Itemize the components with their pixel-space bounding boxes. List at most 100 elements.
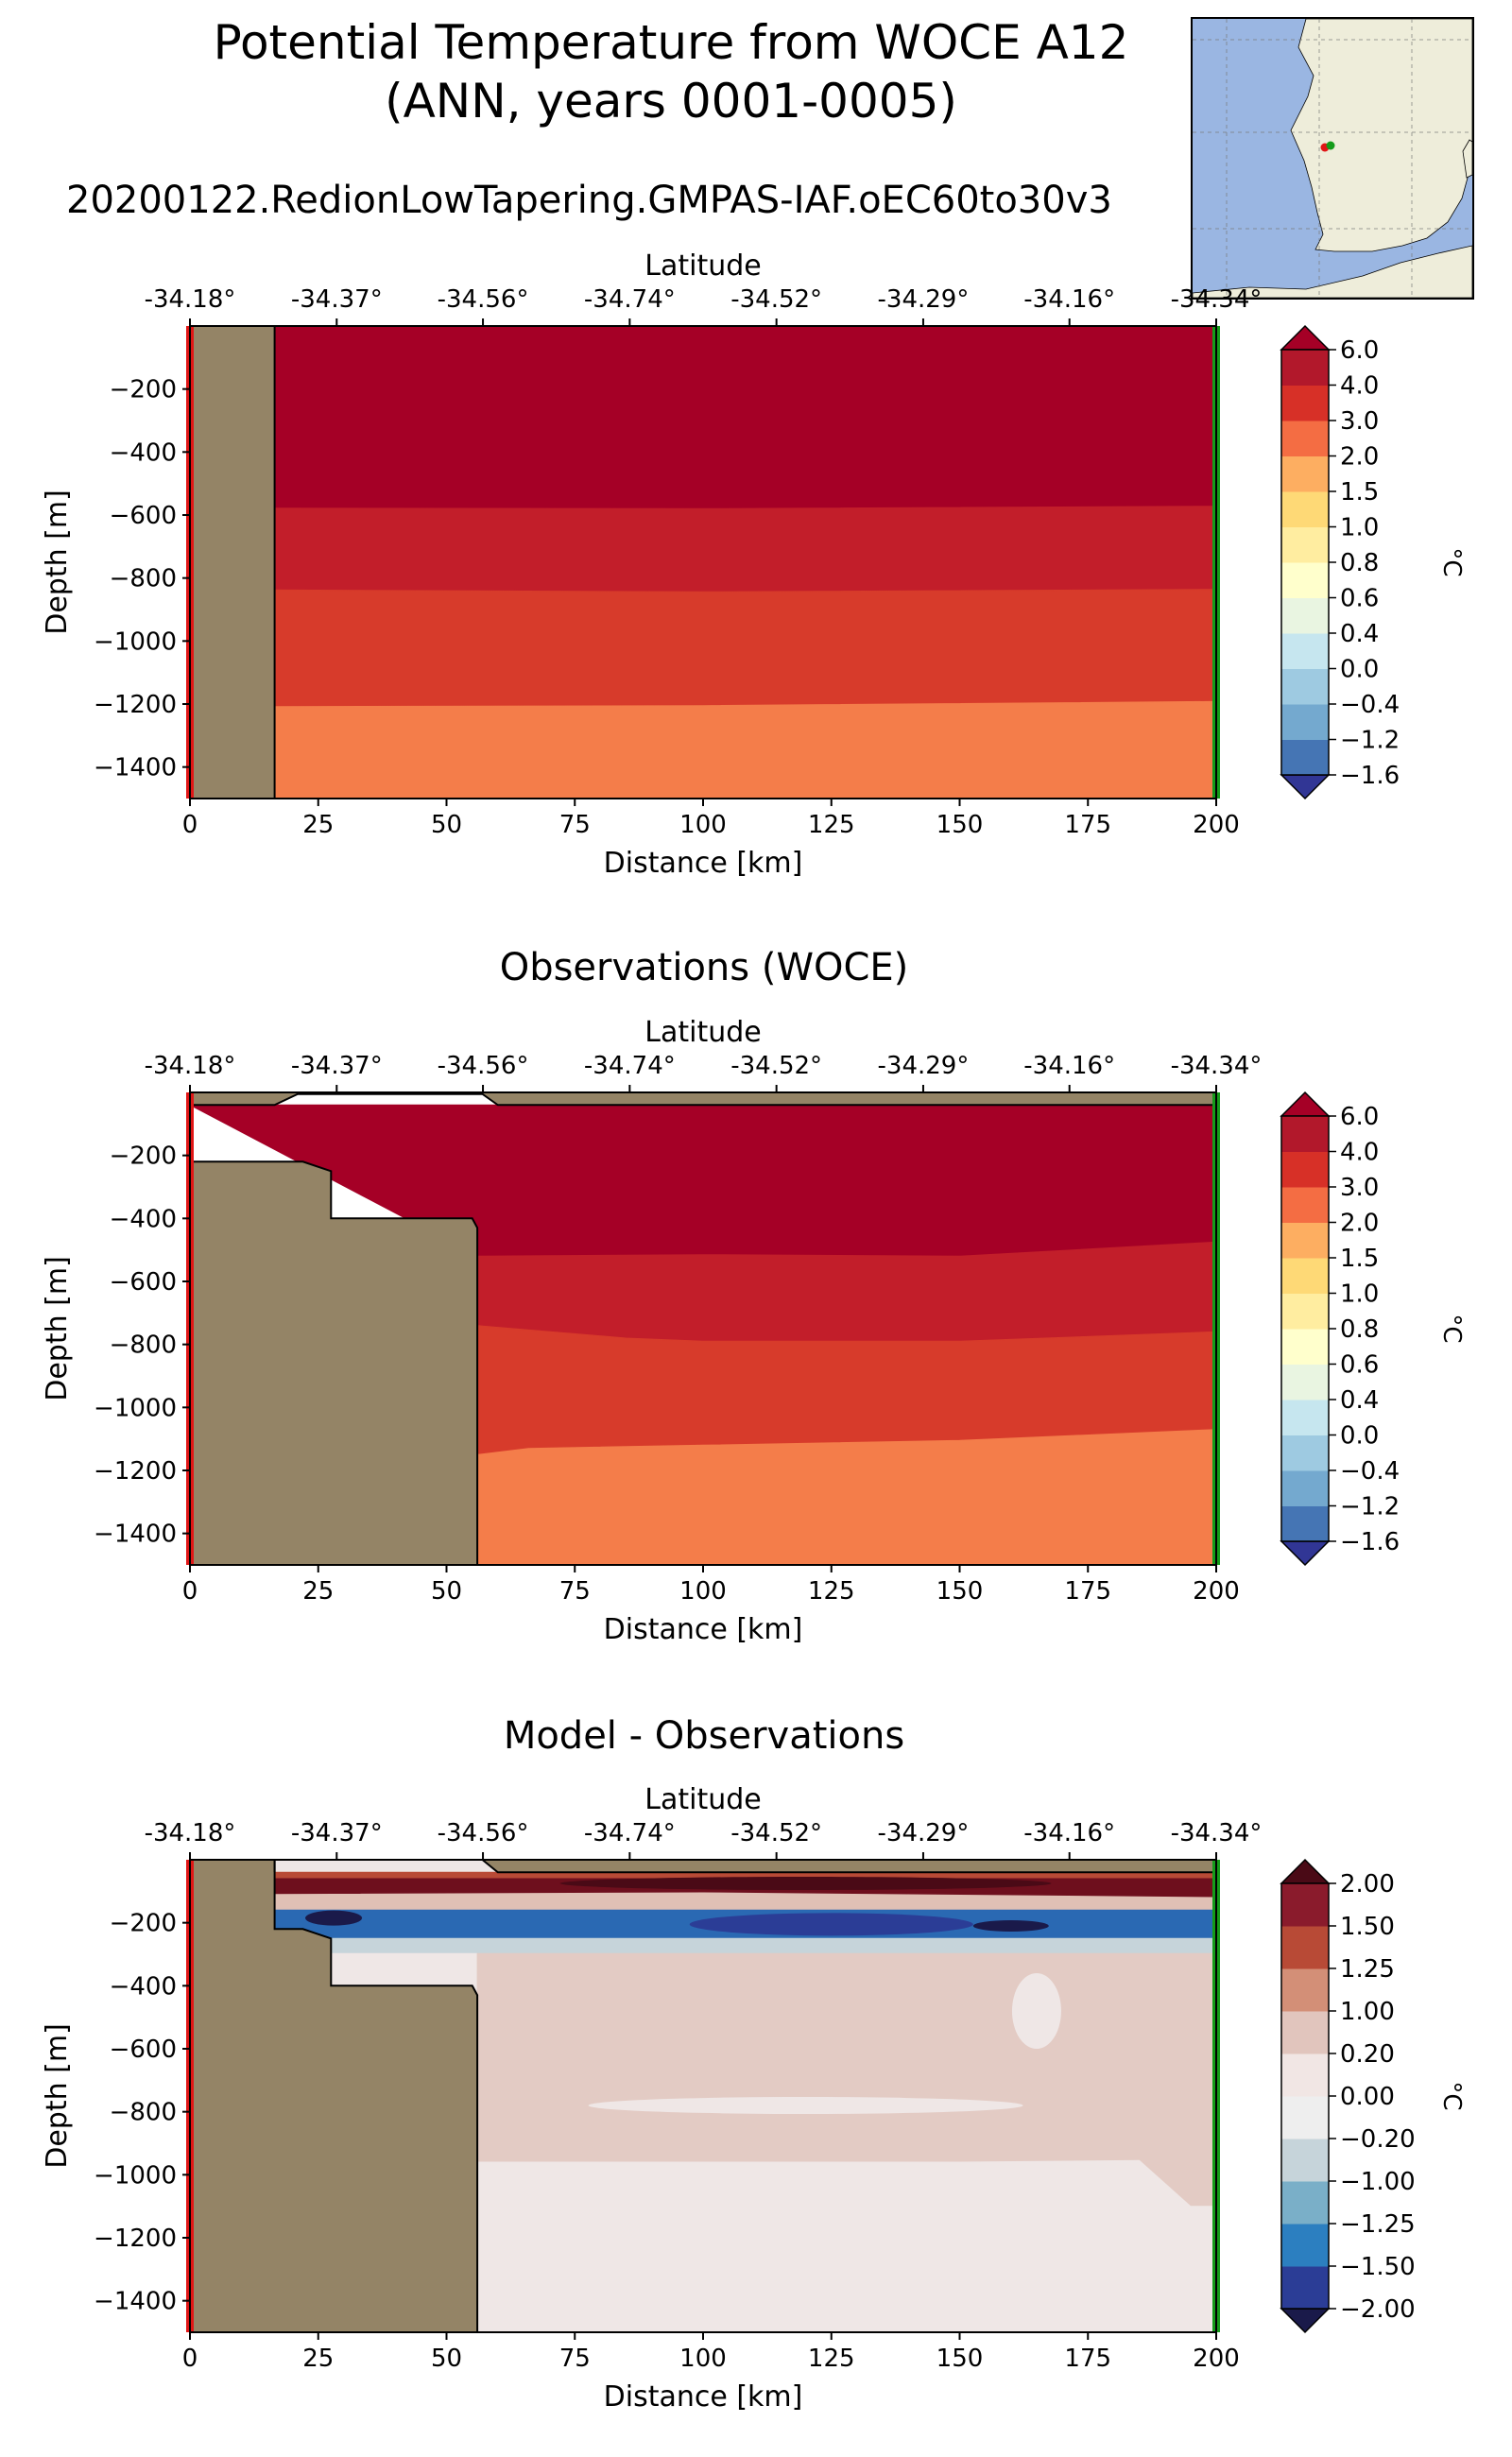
diff-warm-core xyxy=(559,1877,1052,1890)
y-tick-label: −1200 xyxy=(94,2225,177,2253)
colorbar-segment xyxy=(1281,385,1329,421)
land-mask-land2 xyxy=(190,1160,479,1565)
x-tick-label: 200 xyxy=(1193,1577,1240,1606)
land-mask-land xyxy=(190,1860,479,2332)
top-tick-label: -34.37° xyxy=(291,1819,383,1847)
obs-axes: 0 25 50 75 100 125 150 175 200 Distance [km] −200 −… xyxy=(41,1016,1262,1646)
inset-map xyxy=(1191,17,1474,300)
contour-band-1 xyxy=(476,2159,1216,2332)
colorbar-tick-label: 1.25 xyxy=(1340,1955,1395,1984)
colorbar-tick-label: −1.2 xyxy=(1340,1493,1400,1521)
colorbar-tick-label: 4.0 xyxy=(1340,1139,1379,1167)
top-tick-label: -34.18° xyxy=(145,1052,236,1080)
x-tick-label: 125 xyxy=(808,2345,855,2373)
y-tick-label: −800 xyxy=(110,1332,177,1360)
top-tick-label: -34.74° xyxy=(584,1052,676,1080)
colorbar-tick-label: −2.00 xyxy=(1340,2295,1416,2324)
colorbar-tick-label: −1.00 xyxy=(1340,2168,1416,2196)
colorbar-tick-label: 0.00 xyxy=(1340,2083,1395,2111)
panel-observations: 0 25 50 75 100 125 150 175 200 Distance [km] −200 −… xyxy=(41,1016,1466,1646)
colorbar-tick-label: 0.4 xyxy=(1340,1386,1379,1415)
colorbar-segment xyxy=(1281,668,1329,705)
diff-panel-title: Model - Observations xyxy=(503,1714,905,1758)
top-tick-label: -34.56° xyxy=(438,1819,529,1847)
colorbar-tick-label: 2.0 xyxy=(1340,1210,1379,1238)
y-tick-label: −200 xyxy=(110,1910,177,1938)
x-tick-label: 75 xyxy=(559,811,591,839)
colorbar-label: °C xyxy=(1437,2081,1466,2110)
colorbar-segment xyxy=(1281,1222,1329,1259)
colorbar-segment xyxy=(1281,597,1329,634)
obs-panel-title: Observations (WOCE) xyxy=(499,946,909,989)
colorbar-segment xyxy=(1281,1470,1329,1506)
colorbar-segment xyxy=(1281,2224,1329,2267)
colorbar-segment xyxy=(1281,2181,1329,2225)
y-tick-label: −1400 xyxy=(94,754,177,782)
colorbar-tick-label: −0.4 xyxy=(1340,1457,1400,1486)
x-tick-label: 150 xyxy=(936,811,984,839)
x-tick-label: 50 xyxy=(431,811,462,839)
colorbar-tick-label: 0.0 xyxy=(1340,1422,1379,1451)
colorbar-tick-label: 2.0 xyxy=(1340,443,1379,472)
y-tick-label: −600 xyxy=(110,1268,177,1297)
x-tick-label: 150 xyxy=(936,2345,984,2373)
x-tick-label: 0 xyxy=(182,811,198,839)
y-tick-label: −1200 xyxy=(94,1457,177,1486)
colorbar-label: °C xyxy=(1437,1314,1466,1343)
y-tick-label: −800 xyxy=(110,565,177,593)
colorbar-segment xyxy=(1281,704,1329,740)
diff-neutral-patch xyxy=(588,2097,1023,2114)
top-tick-label: -34.74° xyxy=(584,1819,676,1847)
top-tick-label: -34.37° xyxy=(291,285,383,314)
colorbar-tick-label: 4.0 xyxy=(1340,372,1379,401)
colorbar-tick-label: 1.0 xyxy=(1340,1280,1379,1309)
x-tick-label: 125 xyxy=(808,811,855,839)
colorbar-tick-label: 3.0 xyxy=(1340,407,1379,436)
top-tick-label: -34.56° xyxy=(438,1052,529,1080)
land-mask-land2 xyxy=(273,1860,1216,1874)
x-tick-label: 0 xyxy=(182,1577,198,1606)
colorbar-tick-label: 1.5 xyxy=(1340,478,1379,507)
panel-difference: 0 25 50 75 100 125 150 175 200 Distance [km] −200 −… xyxy=(41,1783,1466,2414)
diff-neutral-patch-2 xyxy=(1011,1973,1061,2049)
colorbar-tick-label: 6.0 xyxy=(1340,1103,1379,1131)
contour-band-1 xyxy=(476,1241,1216,1342)
top-tick-label: -34.16° xyxy=(1023,1052,1115,1080)
map-africa-land xyxy=(1290,19,1472,252)
colorbar-segment xyxy=(1281,1151,1329,1188)
colorbar-segment xyxy=(1281,1968,1329,2012)
colorbar-segment xyxy=(1281,1329,1329,1365)
colorbar-extend-max xyxy=(1280,1091,1331,1117)
y-axis-label: Depth [m] xyxy=(41,1256,74,1401)
colorbar-tick-label: −1.6 xyxy=(1340,762,1400,790)
top-tick-label: -34.52° xyxy=(730,1819,822,1847)
colorbar-extend-max xyxy=(1280,1858,1331,1884)
top-tick-label: -34.37° xyxy=(291,1052,383,1080)
colorbar-segment xyxy=(1281,455,1329,492)
diff-axes: 0 25 50 75 100 125 150 175 200 Distance [km] −200 −… xyxy=(41,1783,1262,2414)
x-tick-label: 100 xyxy=(679,1577,727,1606)
x-axis-label: Distance [km] xyxy=(604,847,803,880)
top-tick-label: -34.34° xyxy=(1171,1819,1263,1847)
run-name-title: 20200122.RedionLowTapering.GMPAS-IAF.oEC… xyxy=(66,179,1112,222)
model-colorbar: −1.6 −1.2 −0.4 0.0 0.4 0.6 0.8 1.0 1.5 2.0 3.0 4.0 6… xyxy=(1280,324,1466,800)
map-antarctica-land xyxy=(1193,245,1472,298)
colorbar-segment xyxy=(1281,1293,1329,1330)
obs-plot-area xyxy=(190,1092,1216,1565)
y-axis-label: Depth [m] xyxy=(41,2023,74,2169)
x-tick-label: 0 xyxy=(182,2345,198,2373)
top-tick-label: -34.34° xyxy=(1171,285,1263,314)
colorbar-segment xyxy=(1281,739,1329,776)
contour-band-0 xyxy=(190,326,1216,509)
colorbar-segment xyxy=(1281,633,1329,669)
top-tick-label: -34.52° xyxy=(730,1052,822,1080)
contour-band-3 xyxy=(476,1429,1216,1565)
colorbar-tick-label: 0.6 xyxy=(1340,1351,1379,1380)
colorbar-segment xyxy=(1281,2266,1329,2310)
colorbar-tick-label: −0.20 xyxy=(1340,2125,1416,2154)
contour-band-6 xyxy=(274,1937,1216,1953)
colorbar-segment xyxy=(1281,2096,1329,2139)
colorbar-tick-label: −1.6 xyxy=(1340,1528,1400,1556)
colorbar-tick-label: 0.20 xyxy=(1340,2040,1395,2069)
land-mask-land xyxy=(190,1092,1216,1107)
